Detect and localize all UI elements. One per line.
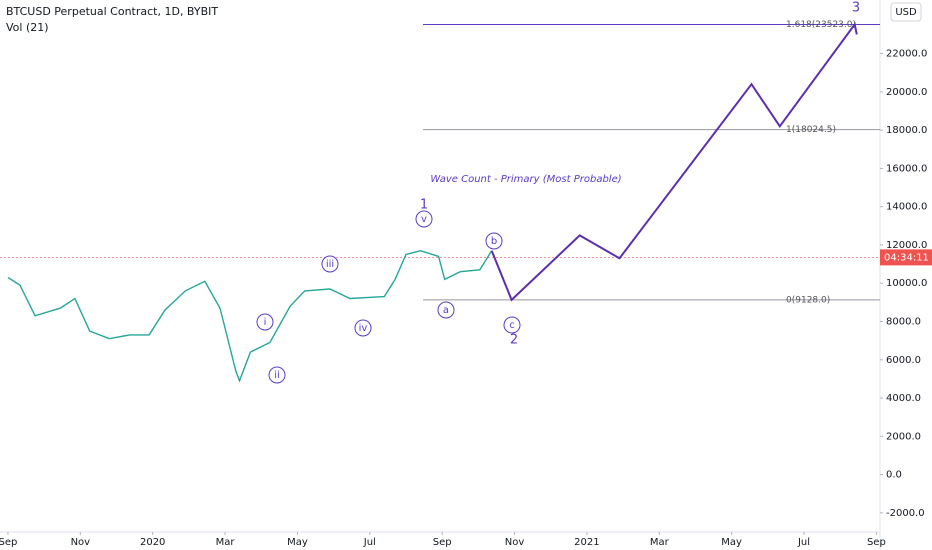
series-line [490,22,858,302]
x-tick-label: Sep [0,537,17,548]
wave-circle [503,316,521,334]
y-tick-label: 8000.0 [886,316,921,327]
x-tick-label: Jul [797,537,810,548]
y-tick-label: -2000.0 [886,508,925,519]
x-tick-label: Jul [363,537,376,548]
x-tick-label: Sep [433,537,452,548]
y-tick-label: 2000.0 [886,431,921,442]
wave-label: 2 [510,333,518,348]
series-line [7,249,493,383]
currency-button[interactable] [890,2,922,22]
wave-label: iii [326,259,334,270]
x-tick-label: Nov [71,537,91,548]
y-tick-label: 6000.0 [886,355,921,366]
wave-label: b [491,236,497,247]
fib-label: 1(18024.5) [786,125,836,135]
wave-label: a [443,305,449,316]
y-tick-label: 20000.0 [886,87,927,98]
wave-circle [321,255,339,273]
wave-label: i [264,317,267,328]
y-tick-label: 4000.0 [886,393,921,404]
wave-label: ii [274,370,280,381]
wave-label: iv [359,323,368,334]
wave-label: v [421,214,427,225]
wave-label: 3 [852,1,860,16]
y-tick-label: 14000.0 [886,202,927,213]
y-tick-label: 10000.0 [886,278,927,289]
x-tick-label: May [721,537,742,548]
x-tick-label: Mar [216,537,236,548]
x-tick-label: Sep [867,537,886,548]
wave-circle [485,232,503,250]
chart-title: BTCUSD Perpetual Contract, 1D, BYBIT [6,5,218,18]
y-tick-label: 12000.0 [886,240,927,251]
y-tick-label: 18000.0 [886,125,927,136]
y-tick-label: 22000.0 [886,49,927,60]
annotation: Wave Count - Primary (Most Probable) [430,174,621,185]
indicator-label: Vol (21) [6,21,49,34]
wave-circle [354,319,372,337]
x-tick-label: Nov [505,537,525,548]
wave-circle [415,210,433,228]
wave-label: c [509,320,515,331]
wave-circle [256,313,274,331]
x-tick-label: Mar [650,537,670,548]
price-label: 04:34:11 [884,252,929,263]
x-tick-label: 2021 [574,537,599,548]
wave-circle [437,301,455,319]
wave-circle [268,366,286,384]
wave-label: 1 [420,198,428,213]
fib-label: 0(9128.0) [786,295,830,305]
fib-label: 1.618(23523.0) [786,20,856,30]
x-tick-label: 2020 [140,537,165,548]
y-tick-label: 0.0 [886,470,902,481]
price-box [880,249,932,266]
y-tick-label: 16000.0 [886,163,927,174]
currency-label[interactable]: USD [895,7,917,18]
x-tick-label: May [287,537,308,548]
